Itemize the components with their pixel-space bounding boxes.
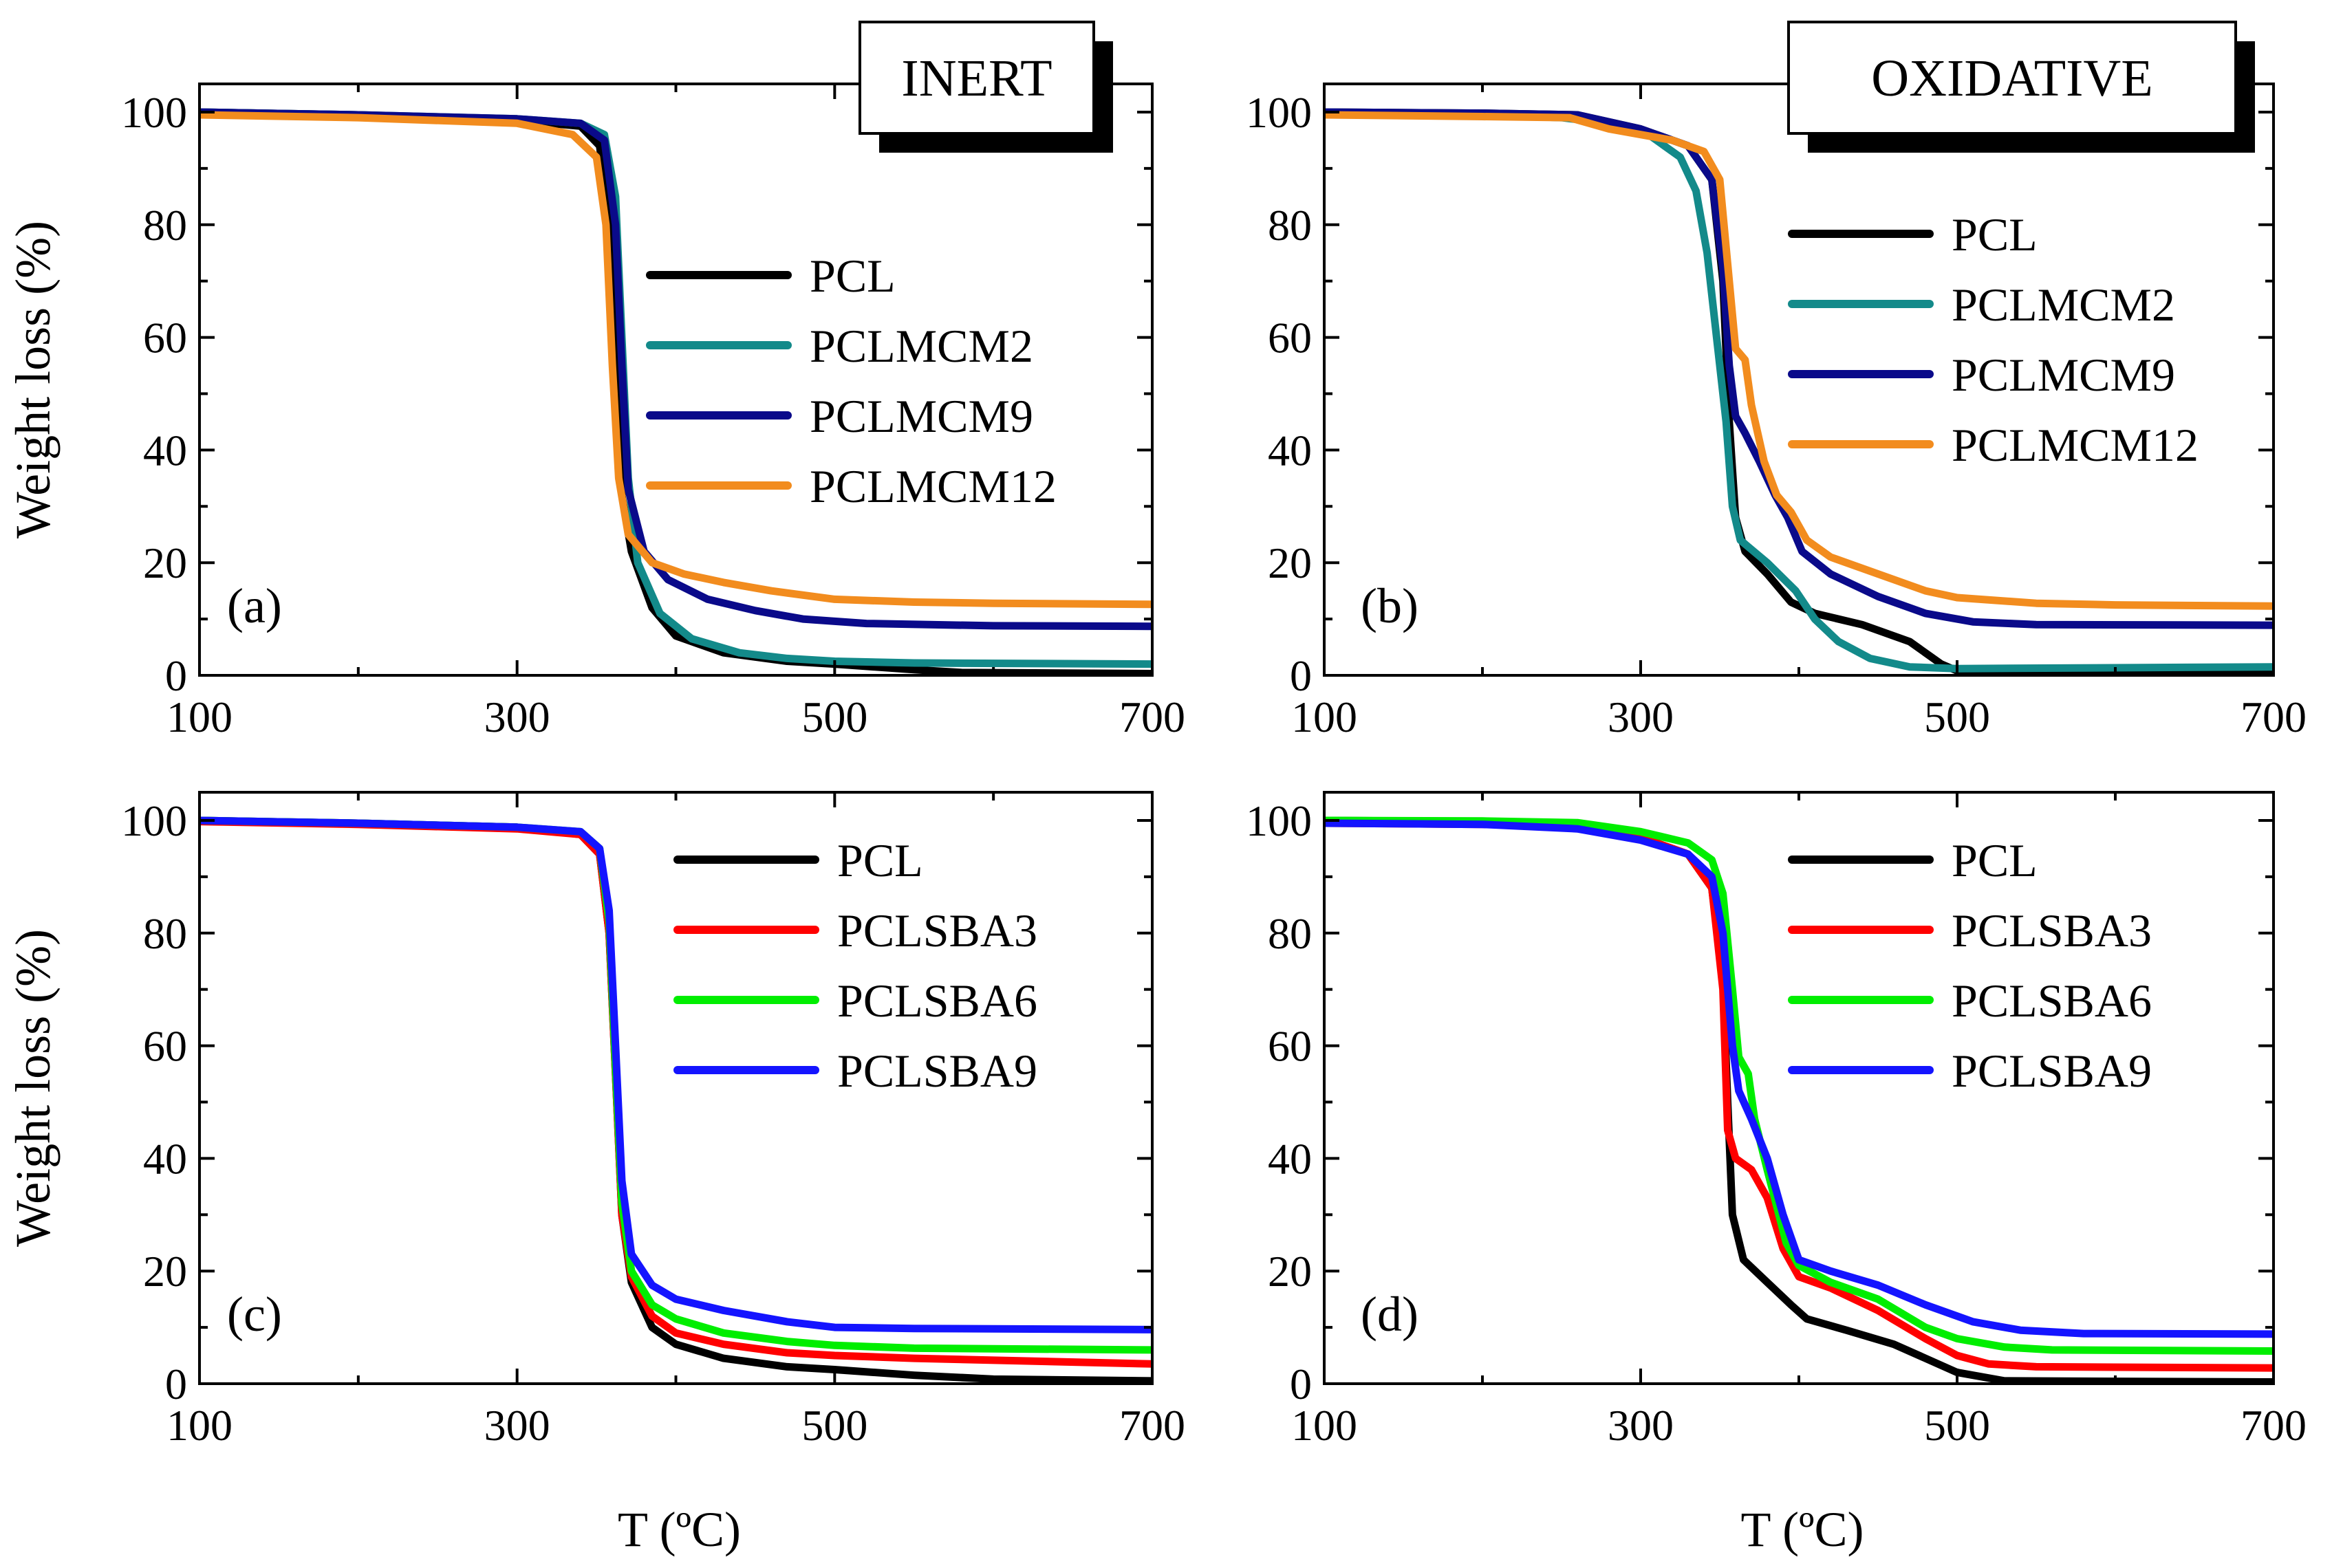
y-tick-label: 20 [1268,538,1312,587]
series-group [199,816,1152,1384]
legend-entry: PCLMCM2 [1952,279,2175,331]
legend-entry: PCLSBA9 [837,1045,1037,1097]
y-tick-label: 0 [165,651,187,700]
legend-entry: PCLSBA3 [1952,904,2152,957]
series-group [1324,816,2274,1384]
series-line-pclsba9 [199,816,1152,1333]
panel-label: (c) [227,1287,282,1342]
legend-entry: PCL [1952,208,2038,261]
x-tick-label: 500 [1924,693,1990,741]
y-tick-label: 100 [121,88,187,137]
panel-d: 100 300 500 700 0 20 40 60 80 100 T (ºC) (d) PCL PCLS… [1246,791,2307,1557]
y-tick-label: 80 [1268,909,1312,958]
x-axis-title: T (ºC) [618,1502,741,1557]
panel-label: (a) [227,578,282,633]
panel-c: 100 300 500 700 0 20 40 60 80 100 Weight loss (%) T… [6,791,1185,1557]
y-tick-label: 20 [143,538,187,587]
series-line-pclmcm12 [1324,111,2274,610]
legend-entry: PCLSBA3 [837,904,1037,957]
panel-a: 100 300 500 700 0 20 40 60 80 100 Weight loss (%) (… [6,21,1185,741]
legend-entry: PCL [1952,834,2038,886]
x-tick-label: 700 [2241,1401,2307,1450]
y-tick-label: 40 [1268,1134,1312,1183]
legend-entry: PCLSBA9 [1952,1045,2152,1097]
series-line-pclmcm9 [1324,108,2274,629]
condition-box: INERT [859,21,1113,153]
series-line-pclmcm12 [199,111,1152,609]
y-tick-label: 80 [143,909,187,958]
legend: PCL PCLSBA3 PCLSBA6 PCLSBA9 [1788,834,2152,1097]
legend: PCL PCLMCM2 PCLMCM9 PCLMCM12 [1788,208,2199,471]
x-tick-label: 100 [1291,1401,1357,1450]
panel-b: 100 300 500 700020406080100(b)PCLPCLMCM2PCL… [1246,21,2307,741]
y-axis-title: Weight loss (%) [6,929,61,1247]
x-tick-label: 300 [484,1401,550,1450]
legend-entry: PCLMCM2 [810,320,1033,372]
x-tick-label: 100 [166,1401,233,1450]
x-tick-label: 500 [801,1401,867,1450]
y-tick-label: 80 [1268,201,1312,250]
y-tick-label: 100 [1246,796,1312,845]
y-tick-label: 60 [143,1022,187,1071]
x-tick-label: 300 [484,693,550,741]
y-tick-label: 40 [143,426,187,475]
x-tick-label: 700 [1119,693,1185,741]
legend: PCL PCLSBA3 PCLSBA6 PCLSBA9 [673,834,1037,1097]
condition-box-frame [1787,21,2237,135]
x-tick-label: 300 [1608,1401,1674,1450]
legend-entry: PCLMCM9 [810,390,1033,442]
legend-entry: PCLSBA6 [1952,974,2152,1027]
y-axis-title: Weight loss (%) [6,221,61,538]
legend-entry: PCLMCM12 [810,460,1057,512]
y-tick-label: 20 [1268,1247,1312,1296]
y-tick-label: 0 [1290,651,1312,700]
y-tick-label: 100 [1246,88,1312,137]
x-tick-label: 300 [1608,693,1674,741]
legend-entry: PCL [810,250,896,302]
condition-box: OXIDATIVE [1787,21,2255,153]
x-tick-label: 100 [166,693,233,741]
condition-label: OXIDATIVE [1871,50,2152,107]
legend-entry: PCLMCM12 [1952,419,2199,471]
y-tick-label: 60 [1268,1022,1312,1071]
x-tick-label: 100 [1291,693,1357,741]
condition-label: INERT [901,50,1052,107]
y-tick-label: 60 [143,314,187,362]
panel-label: (b) [1361,578,1418,633]
y-tick-label: 80 [143,201,187,250]
panel-label: (d) [1361,1287,1418,1342]
x-tick-label: 500 [1924,1401,1990,1450]
x-tick-label: 700 [1119,1401,1185,1450]
series-group [199,108,1152,675]
series-line-pclmcm9 [199,108,1152,631]
x-tick-label: 500 [801,693,867,741]
y-tick-label: 60 [1268,314,1312,362]
y-tick-label: 0 [165,1360,187,1408]
legend-entry: PCLSBA6 [837,974,1037,1027]
y-tick-label: 20 [143,1247,187,1296]
y-tick-label: 100 [121,796,187,845]
y-tick-label: 40 [1268,426,1312,475]
legend-entry: PCL [837,834,923,886]
series-line-pclsba9 [1324,819,2274,1338]
y-tick-label: 40 [143,1134,187,1183]
y-tick-label: 0 [1290,1360,1312,1408]
series-group [1324,108,2274,675]
legend: PCL PCLMCM2 PCLMCM9 PCLMCM12 [646,250,1057,512]
condition-box-frame [859,21,1095,135]
x-axis-title: T (ºC) [1741,1502,1864,1557]
x-tick-label: 700 [2241,693,2307,741]
legend-entry: PCLMCM9 [1952,349,2175,401]
